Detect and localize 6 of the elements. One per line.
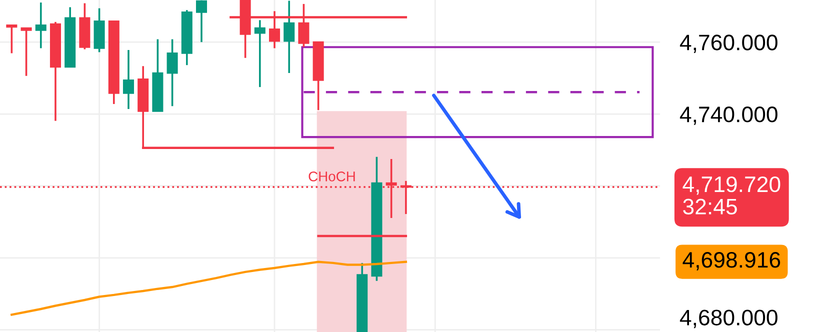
y-tick-label: 4,760.000 xyxy=(680,34,778,53)
ref-line-label: 4,719.720 32:45 xyxy=(682,176,780,215)
y-tick-label: 4,680.000 xyxy=(680,310,778,328)
y-tick-label: 4,740.000 xyxy=(680,106,778,125)
annotation: CHoCH xyxy=(308,172,355,182)
text: 4,698.916 xyxy=(682,252,780,270)
